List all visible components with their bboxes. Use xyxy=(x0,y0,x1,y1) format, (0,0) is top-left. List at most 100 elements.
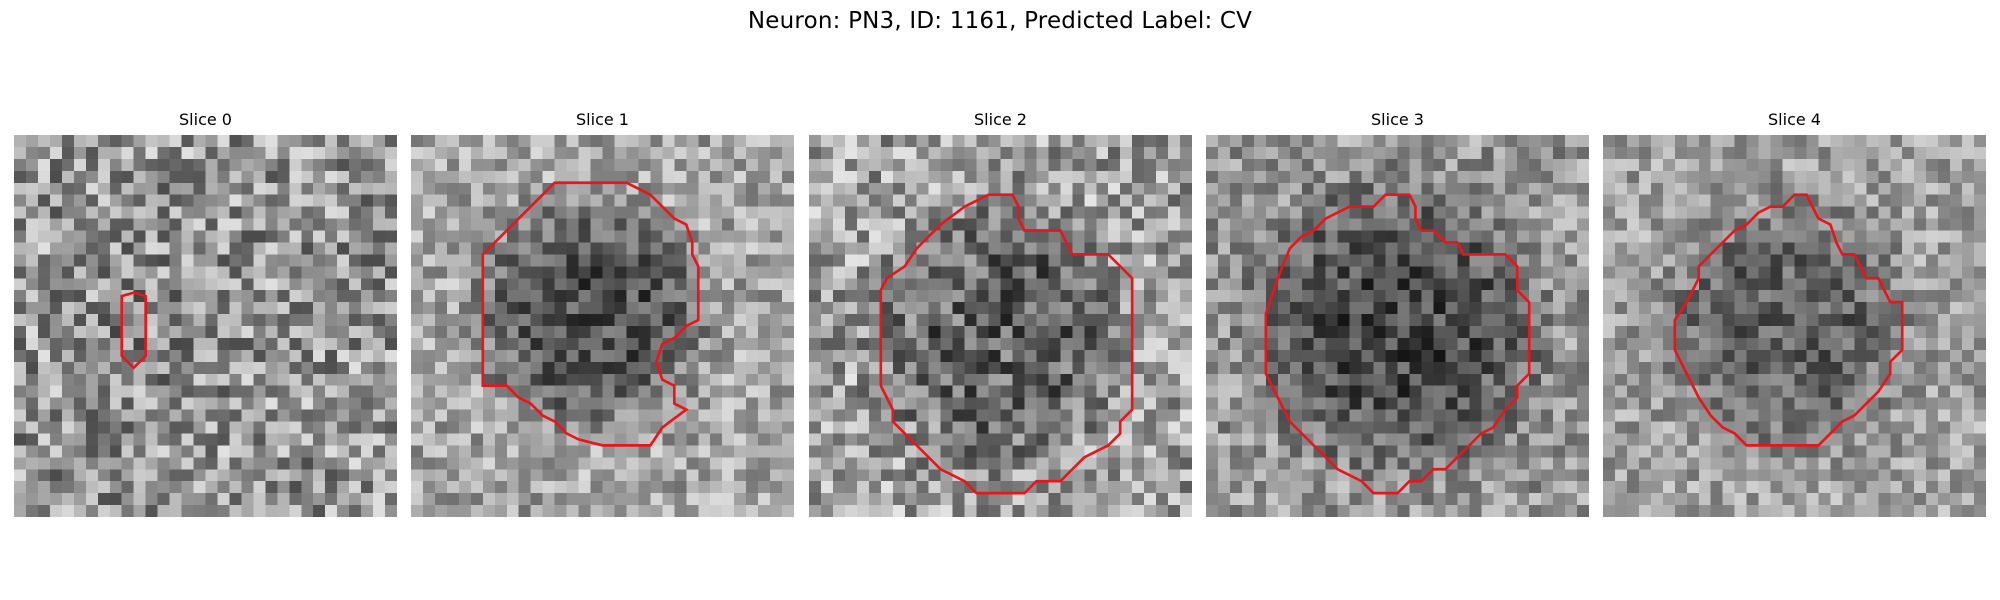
pixel xyxy=(567,493,579,505)
pixel xyxy=(229,410,241,422)
pixel xyxy=(313,278,325,290)
pixel xyxy=(567,410,579,422)
pixel xyxy=(770,135,782,147)
pixel xyxy=(1830,338,1842,350)
pixel xyxy=(1675,433,1687,445)
pixel xyxy=(1553,338,1565,350)
pixel xyxy=(686,386,698,398)
pixel xyxy=(146,386,158,398)
pixel xyxy=(1651,183,1663,195)
pixel xyxy=(929,386,941,398)
pixel xyxy=(1072,195,1084,207)
pixel xyxy=(1651,278,1663,290)
pixel xyxy=(917,350,929,362)
pixel xyxy=(1687,398,1699,410)
pixel xyxy=(62,445,74,457)
pixel xyxy=(1338,159,1350,171)
pixel xyxy=(349,374,361,386)
pixel xyxy=(1168,183,1180,195)
pixel xyxy=(1386,338,1398,350)
pixel xyxy=(1854,410,1866,422)
pixel xyxy=(1759,266,1771,278)
pixel xyxy=(1302,242,1314,254)
pixel xyxy=(122,159,134,171)
pixel xyxy=(674,159,686,171)
pixel xyxy=(313,398,325,410)
pixel xyxy=(869,362,881,374)
pixel xyxy=(941,314,953,326)
pixel xyxy=(1950,338,1962,350)
pixel xyxy=(1541,159,1553,171)
pixel xyxy=(977,445,989,457)
pixel xyxy=(385,445,397,457)
pixel xyxy=(62,231,74,243)
pixel xyxy=(411,410,423,422)
pixel xyxy=(555,457,567,469)
pixel xyxy=(1663,374,1675,386)
pixel xyxy=(265,302,277,314)
pixel xyxy=(1314,469,1326,481)
pixel xyxy=(1108,469,1120,481)
pixel xyxy=(857,254,869,266)
pixel xyxy=(1974,410,1986,422)
pixel xyxy=(1024,231,1036,243)
pixel xyxy=(1866,398,1878,410)
pixel xyxy=(579,398,591,410)
pixel xyxy=(1830,326,1842,338)
pixel xyxy=(1096,398,1108,410)
pixel xyxy=(217,445,229,457)
pixel xyxy=(1529,386,1541,398)
pixel xyxy=(182,183,194,195)
pixel xyxy=(507,433,519,445)
pixel xyxy=(229,135,241,147)
pixel xyxy=(471,445,483,457)
pixel xyxy=(1350,433,1362,445)
pixel xyxy=(1735,374,1747,386)
pixel xyxy=(1433,266,1445,278)
pixel xyxy=(337,207,349,219)
pixel xyxy=(809,410,821,422)
pixel xyxy=(1890,135,1902,147)
pixel xyxy=(1433,242,1445,254)
pixel xyxy=(1060,398,1072,410)
pixel xyxy=(74,183,86,195)
pixel xyxy=(1914,445,1926,457)
pixel xyxy=(122,445,134,457)
pixel xyxy=(917,469,929,481)
pixel xyxy=(361,219,373,231)
pixel xyxy=(1469,362,1481,374)
pixel xyxy=(746,266,758,278)
pixel xyxy=(206,422,218,434)
pixel xyxy=(1771,326,1783,338)
pixel xyxy=(289,219,301,231)
pixel xyxy=(758,505,770,517)
pixel xyxy=(674,445,686,457)
pixel xyxy=(1517,398,1529,410)
pixel xyxy=(289,183,301,195)
pixel xyxy=(662,278,674,290)
pixel xyxy=(1577,147,1589,159)
pixel xyxy=(1854,433,1866,445)
pixel xyxy=(1723,242,1735,254)
pixel xyxy=(929,254,941,266)
pixel xyxy=(579,183,591,195)
pixel xyxy=(229,362,241,374)
pixel xyxy=(495,195,507,207)
pixel xyxy=(122,242,134,254)
pixel xyxy=(953,135,965,147)
pixel xyxy=(1505,362,1517,374)
pixel xyxy=(698,326,710,338)
pixel xyxy=(1048,445,1060,457)
pixel xyxy=(1517,147,1529,159)
pixel xyxy=(1577,433,1589,445)
pixel xyxy=(1072,254,1084,266)
pixel xyxy=(1072,410,1084,422)
pixel xyxy=(1902,183,1914,195)
pixel xyxy=(1493,350,1505,362)
pixel xyxy=(459,159,471,171)
pixel xyxy=(905,469,917,481)
pixel xyxy=(1156,302,1168,314)
pixel xyxy=(423,231,435,243)
pixel xyxy=(1398,338,1410,350)
pixel xyxy=(98,374,110,386)
